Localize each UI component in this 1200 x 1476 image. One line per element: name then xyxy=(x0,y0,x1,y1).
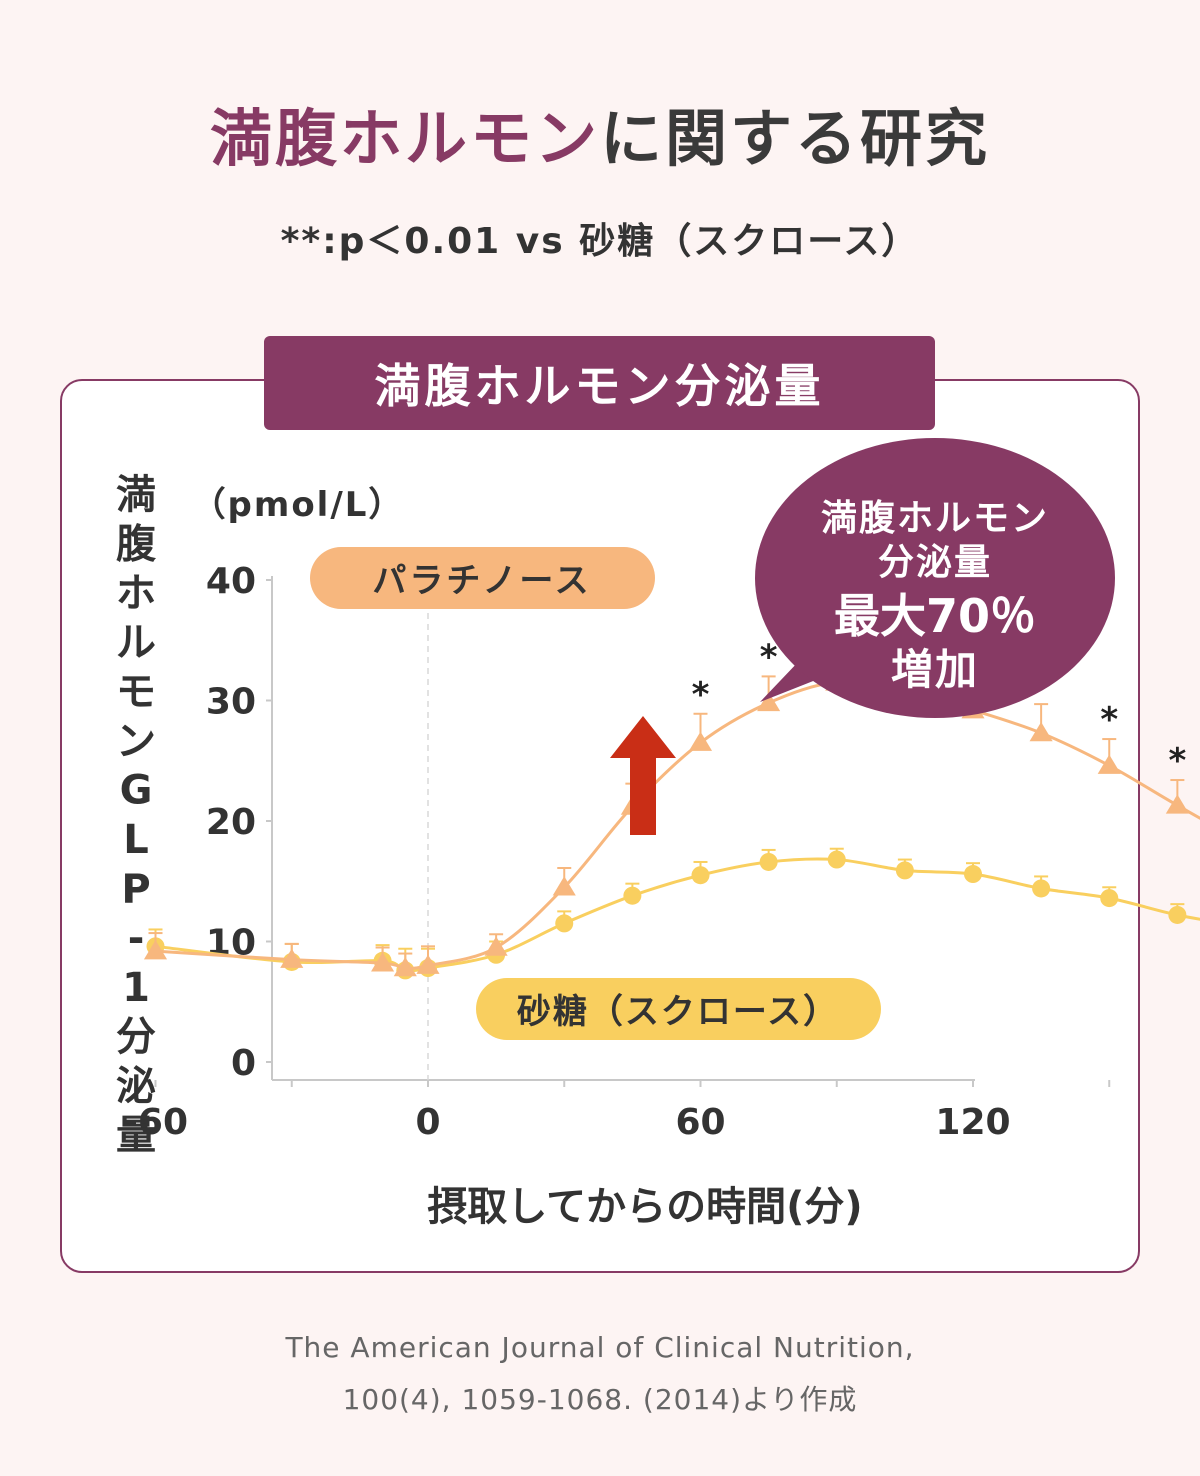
data-point-palatinose xyxy=(1029,722,1053,742)
data-point-sucrose xyxy=(1032,879,1051,898)
page-title: 満腹ホルモンに関する研究 xyxy=(0,88,1200,178)
x-tick-label: 0 xyxy=(415,1102,440,1143)
data-point-sucrose xyxy=(1100,889,1119,908)
x-tick-label: 120 xyxy=(935,1102,1010,1143)
data-point-sucrose xyxy=(964,865,982,884)
data-point-sucrose xyxy=(555,914,574,933)
series-line-palatinose xyxy=(155,680,1200,970)
data-point-palatinose xyxy=(552,876,576,896)
data-point-palatinose xyxy=(143,940,168,960)
citation-line-2: 100(4), 1059-1068. (2014)より作成 xyxy=(342,1383,858,1416)
citation: The American Journal of Clinical Nutriti… xyxy=(0,1322,1200,1426)
page-title-rest: に関する研究 xyxy=(600,102,991,175)
significance-asterisk: * xyxy=(1168,741,1186,781)
y-tick-label: 0 xyxy=(231,1043,256,1084)
callout-bubble: 満腹ホルモン 分泌量 最大70％ 増加 xyxy=(755,438,1115,718)
data-point-palatinose xyxy=(484,936,508,956)
y-axis-label: 満腹ホルモン G L P -1 分泌量 xyxy=(116,472,160,1159)
legend-palatinose: パラチノース xyxy=(310,547,655,609)
citation-line-1: The American Journal of Clinical Nutriti… xyxy=(285,1331,915,1364)
x-tick-label: 60 xyxy=(675,1102,725,1143)
significance-asterisk: * xyxy=(692,675,710,715)
data-point-palatinose xyxy=(416,954,440,974)
increase-arrow-icon xyxy=(610,716,676,835)
data-point-palatinose xyxy=(1097,754,1121,774)
y-tick-label: 20 xyxy=(206,802,256,843)
callout-line-4: 増加 xyxy=(891,645,979,694)
data-point-palatinose xyxy=(1165,794,1189,814)
data-point-palatinose xyxy=(371,952,395,972)
x-tick-label: -60 xyxy=(123,1102,188,1143)
legend-sucrose: 砂糖（スクロース） xyxy=(476,978,881,1040)
callout-line-3: 最大70％ xyxy=(834,589,1036,643)
data-point-palatinose xyxy=(757,691,781,712)
significance-note: **:p＜0.01 vs 砂糖（スクロース） xyxy=(280,221,920,262)
callout-line-1: 満腹ホルモン xyxy=(821,498,1049,539)
legend-sucrose-label: 砂糖（スクロース） xyxy=(517,992,839,1032)
page-title-accent: 満腹ホルモン xyxy=(209,102,600,175)
y-tick-label: 30 xyxy=(206,682,256,723)
legend-palatinose-label: パラチノース xyxy=(372,561,591,601)
significance-asterisk: * xyxy=(760,637,778,677)
significance-asterisk: * xyxy=(1100,700,1118,740)
data-point-palatinose xyxy=(688,731,713,751)
data-point-sucrose xyxy=(895,861,914,880)
data-point-sucrose xyxy=(827,850,846,869)
data-point-sucrose xyxy=(1168,905,1187,924)
data-point-palatinose xyxy=(393,957,417,977)
x-axis-label: 摂取してからの時間(分) xyxy=(427,1184,862,1230)
data-point-sucrose xyxy=(623,886,642,905)
data-point-sucrose xyxy=(759,852,778,871)
data-point-palatinose xyxy=(280,948,304,968)
y-tick-label: 40 xyxy=(206,561,256,602)
callout-line-2: 分泌量 xyxy=(878,542,992,583)
y-axis-unit: （pmol/L） xyxy=(192,485,405,525)
data-point-sucrose xyxy=(691,866,710,885)
panel-title: 満腹ホルモン分泌量 xyxy=(264,336,935,430)
